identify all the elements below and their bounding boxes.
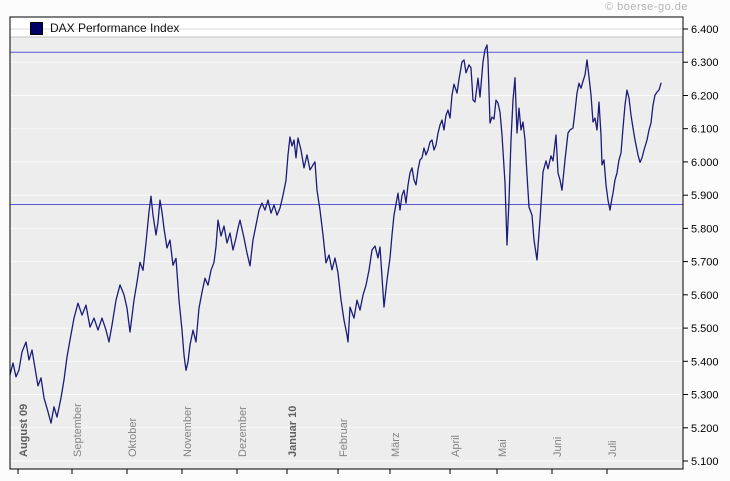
x-tick-label: Mai	[497, 439, 509, 457]
x-tick-label: Oktober	[127, 418, 139, 457]
y-tick-label: 5.500	[691, 323, 719, 335]
y-tick-label: 5.100	[691, 456, 719, 468]
x-tick-label: März	[390, 433, 402, 457]
price-line	[9, 44, 662, 424]
y-tick-label: 5.400	[691, 356, 719, 368]
y-tick-label: 6.000	[691, 157, 719, 169]
y-tick-label: 5.900	[691, 190, 719, 202]
x-tick-label: September	[72, 403, 84, 457]
x-tick-label: Januar 10	[287, 406, 299, 457]
y-tick-label: 6.200	[691, 91, 719, 103]
x-tick-label: November	[182, 406, 194, 457]
x-tick-label: Juli	[607, 440, 619, 457]
legend-strip	[10, 17, 683, 37]
chart-legend: DAX Performance Index	[30, 21, 179, 35]
y-tick-label: 5.300	[691, 390, 719, 402]
legend-series-label: DAX Performance Index	[50, 21, 180, 35]
watermark: © boerse-go.de	[605, 1, 688, 13]
y-tick-label: 6.300	[691, 57, 719, 69]
x-tick-label: April	[450, 435, 462, 457]
y-tick-label: 6.100	[691, 124, 719, 136]
y-tick-label: 5.200	[691, 423, 719, 435]
y-tick-label: 5.800	[691, 223, 719, 235]
plot-border	[9, 16, 684, 470]
y-tick-label: 5.600	[691, 290, 719, 302]
plot-area	[10, 17, 683, 469]
x-tick-label: Dezember	[237, 406, 249, 457]
y-tick-label: 6.400	[691, 24, 719, 36]
x-tick-label: Juni	[552, 437, 564, 457]
y-tick-label: 5.700	[691, 257, 719, 269]
x-tick-label: Februar	[338, 418, 350, 457]
x-tick-label: August 09	[18, 404, 30, 457]
legend-swatch-icon	[30, 21, 43, 35]
